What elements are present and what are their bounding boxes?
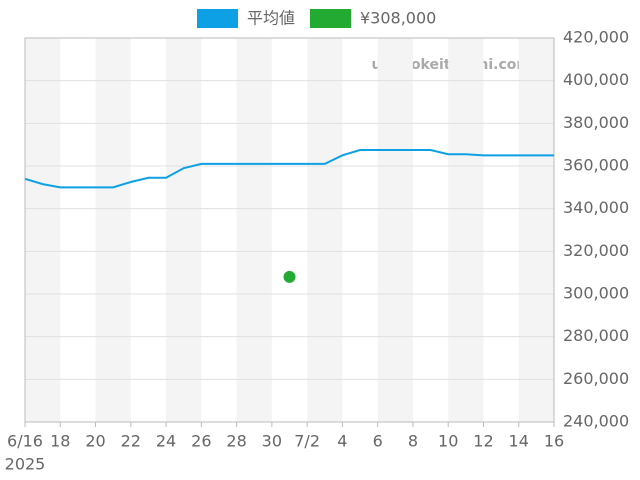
band — [307, 38, 343, 422]
y-tick-label: 360,000 — [563, 156, 629, 175]
band — [518, 38, 554, 422]
band — [95, 38, 131, 422]
band — [377, 38, 413, 422]
y-tick-label: 400,000 — [563, 70, 629, 89]
y-tick-label: 240,000 — [563, 412, 629, 431]
y-tick-label: 260,000 — [563, 369, 629, 388]
y-tick-label: 320,000 — [563, 241, 629, 260]
legend-label: ¥308,000 — [360, 9, 436, 28]
x-tick-label: 4 — [337, 432, 347, 451]
band — [166, 38, 202, 422]
legend-label: 平均値 — [247, 9, 295, 28]
x-tick-label: 20 — [85, 432, 105, 451]
x-tick-label: 8 — [408, 432, 418, 451]
band — [448, 38, 484, 422]
y-tick-label: 420,000 — [563, 28, 629, 47]
x-year-label: 2025 — [5, 455, 46, 474]
y-tick-label: 340,000 — [563, 198, 629, 217]
band — [236, 38, 272, 422]
x-tick-label: 16 — [544, 432, 564, 451]
y-tick-label: 280,000 — [563, 326, 629, 345]
y-tick-label: 300,000 — [563, 284, 629, 303]
band — [25, 38, 61, 422]
x-tick-label: 14 — [509, 432, 529, 451]
x-tick-label: 6/16 — [7, 432, 43, 451]
x-tick-label: 30 — [262, 432, 282, 451]
point — [283, 270, 296, 283]
x-tick-label: 22 — [121, 432, 141, 451]
y-tick-label: 380,000 — [563, 113, 629, 132]
x-tick-label: 18 — [50, 432, 70, 451]
line — [24, 149, 554, 189]
x-tick-label: 10 — [438, 432, 458, 451]
plot-border — [24, 37, 555, 423]
x-tick-label: 12 — [473, 432, 493, 451]
legend-swatch — [310, 9, 351, 28]
x-tick-label: 24 — [156, 432, 176, 451]
x-tick-label: 26 — [191, 432, 211, 451]
x-tick-label: 7/2 — [294, 432, 320, 451]
legend-swatch — [197, 9, 238, 28]
x-tick-label: 28 — [226, 432, 246, 451]
x-tick-label: 6 — [373, 432, 383, 451]
